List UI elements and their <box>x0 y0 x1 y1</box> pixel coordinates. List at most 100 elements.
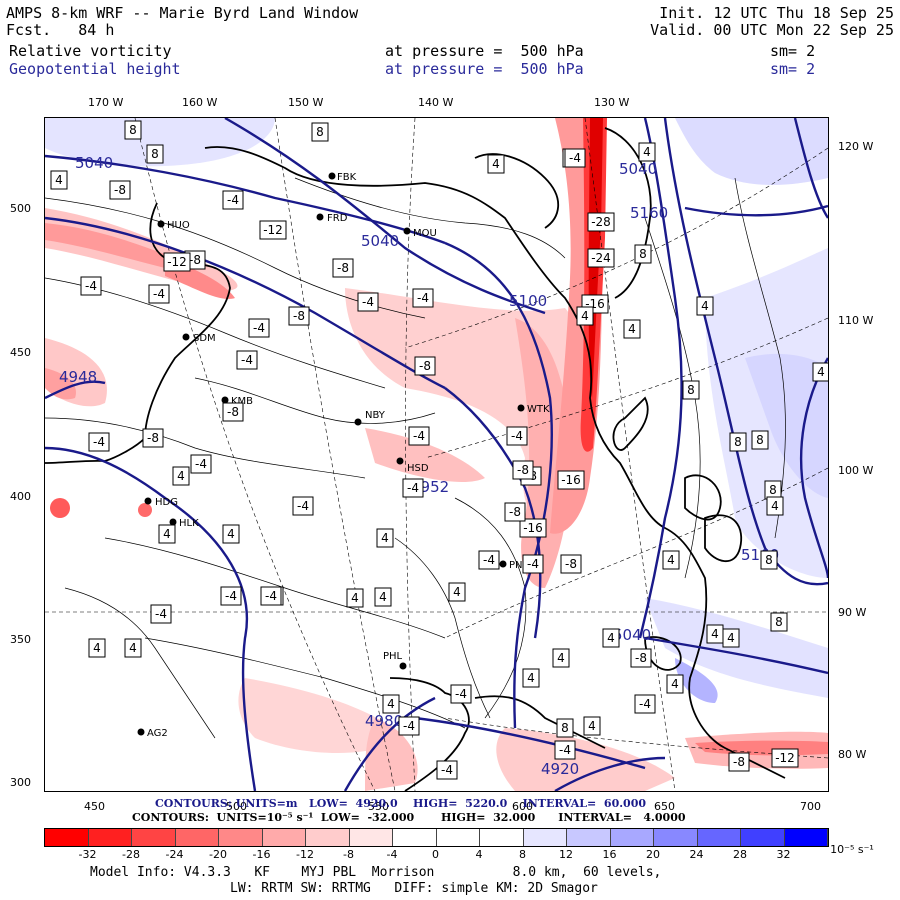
svg-text:4: 4 <box>351 591 359 605</box>
vorticity-contours <box>45 177 786 739</box>
svg-text:-4: -4 <box>241 353 253 367</box>
right-longitude-label: 120 W <box>838 140 874 153</box>
svg-text:-4: -4 <box>403 719 415 733</box>
vorticity-label: -4 <box>554 740 576 760</box>
vorticity-label: -4 <box>412 288 434 308</box>
colorbar-segment <box>219 829 263 846</box>
colorbar-tick-label: 4 <box>475 848 483 861</box>
vorticity-label: 4 <box>448 582 466 602</box>
right-longitude-label: 80 W <box>838 748 867 761</box>
vorticity-label: 4 <box>602 628 620 648</box>
field1-pressure: at pressure = 500 hPa <box>385 42 584 60</box>
vorticity-label: -12 <box>163 252 191 272</box>
vorticity-label: 4 <box>812 362 828 382</box>
vorticity-label: 4 <box>583 716 601 736</box>
svg-text:4: 4 <box>55 173 63 187</box>
field2-pressure: at pressure = 500 hPa <box>385 60 584 78</box>
svg-text:4: 4 <box>581 309 589 323</box>
svg-text:4: 4 <box>771 499 779 513</box>
vorticity-label: -12 <box>771 748 799 768</box>
colorbar-segment <box>480 829 524 846</box>
top-longitude-label: 140 W <box>418 96 454 109</box>
height-label: 5100 <box>509 292 547 310</box>
svg-text:-8: -8 <box>227 405 239 419</box>
map-panel: 5040 5040 5040 5100 4948 4952 4980 4920 … <box>44 117 829 792</box>
vorticity-label: -4 <box>398 716 420 736</box>
station-marker: HDG <box>144 497 178 508</box>
svg-text:4: 4 <box>557 651 565 665</box>
svg-text:-8: -8 <box>509 505 521 519</box>
vorticity-label: 8 <box>556 718 574 738</box>
colorbar-segment <box>697 829 741 846</box>
colorbar-tick-label: 0 <box>432 848 439 861</box>
svg-text:4: 4 <box>227 527 235 541</box>
vorticity-contour-info: CONTOURS: UNITS=10⁻⁵ s⁻¹ LOW= -32.000 HI… <box>132 811 686 824</box>
svg-text:-4: -4 <box>559 743 571 757</box>
valid-time: Valid. 00 UTC Mon 22 Sep 25 <box>650 21 894 39</box>
svg-text:-4: -4 <box>297 499 309 513</box>
station-marker: PHL <box>383 651 407 670</box>
left-grid-label: 400 <box>10 490 31 503</box>
station-marker: WTK <box>517 404 550 415</box>
vorticity-label: -4 <box>220 586 242 606</box>
colorbar-tick-label: 8 <box>519 848 526 861</box>
vorticity-label: -8 <box>288 306 310 326</box>
colorbar-segment <box>175 829 219 846</box>
svg-text:4: 4 <box>492 157 500 171</box>
forecast-hour: Fcst. 84 h <box>6 21 115 39</box>
svg-text:-4: -4 <box>153 287 165 301</box>
vorticity-label: -8 <box>414 356 436 376</box>
vorticity-label: -4 <box>222 190 244 210</box>
svg-text:4: 4 <box>93 641 101 655</box>
station-marker: KMB <box>221 396 253 407</box>
vorticity-label: -8 <box>512 460 534 480</box>
physics-info: LW: RRTM SW: RRTMG DIFF: simple KM: 2D S… <box>230 881 598 896</box>
vorticity-label: 4 <box>382 694 400 714</box>
svg-text:-16: -16 <box>561 473 581 487</box>
vorticity-label: -4 <box>564 148 586 168</box>
vorticity-label: 4 <box>124 638 142 658</box>
colorbar-tick-label: -32 <box>78 848 97 861</box>
station-label: FBK <box>337 172 357 183</box>
svg-text:4: 4 <box>588 719 596 733</box>
vorticity-label: -4 <box>190 454 212 474</box>
station-marker: FRD <box>316 213 348 224</box>
top-longitude-label: 150 W <box>288 96 324 109</box>
station-marker: PNE <box>499 560 529 571</box>
vorticity-label: 8 <box>751 430 769 450</box>
vorticity-label: 4 <box>172 466 190 486</box>
svg-text:4: 4 <box>527 671 535 685</box>
coastline <box>45 127 786 791</box>
vorticity-label: 8 <box>764 480 782 500</box>
svg-text:-4: -4 <box>511 429 523 443</box>
svg-text:-8: -8 <box>293 309 305 323</box>
svg-text:-8: -8 <box>114 183 126 197</box>
colorbar-tick-label: -8 <box>343 848 354 861</box>
svg-text:-8: -8 <box>635 651 647 665</box>
station-label: FRD <box>327 213 348 224</box>
svg-text:4: 4 <box>163 527 171 541</box>
vorticity-label: -24 <box>587 248 615 268</box>
left-grid-label: 300 <box>10 776 31 789</box>
svg-text:-4: -4 <box>93 435 105 449</box>
vorticity-label: -8 <box>142 428 164 448</box>
vorticity-label: -4 <box>292 496 314 516</box>
vorticity-label: -4 <box>522 554 544 574</box>
vorticity-label: -8 <box>222 402 244 422</box>
vorticity-label: -8 <box>109 180 131 200</box>
svg-text:8: 8 <box>769 483 777 497</box>
svg-text:8: 8 <box>765 553 773 567</box>
bottom-grid-label: 600 <box>512 800 533 813</box>
station-marker: MOU <box>403 227 437 239</box>
svg-text:4: 4 <box>817 365 825 379</box>
svg-text:8: 8 <box>775 615 783 629</box>
svg-text:8: 8 <box>151 147 159 161</box>
top-longitude-label: 170 W <box>88 96 124 109</box>
geopotential-height-contours <box>45 118 828 791</box>
bottom-grid-label: 700 <box>800 800 821 813</box>
vorticity-label: 8 <box>124 120 142 140</box>
svg-text:-16: -16 <box>523 521 543 535</box>
colorbar-segment <box>741 829 785 846</box>
colorbar-segment <box>349 829 393 846</box>
top-longitude-label: 160 W <box>182 96 218 109</box>
